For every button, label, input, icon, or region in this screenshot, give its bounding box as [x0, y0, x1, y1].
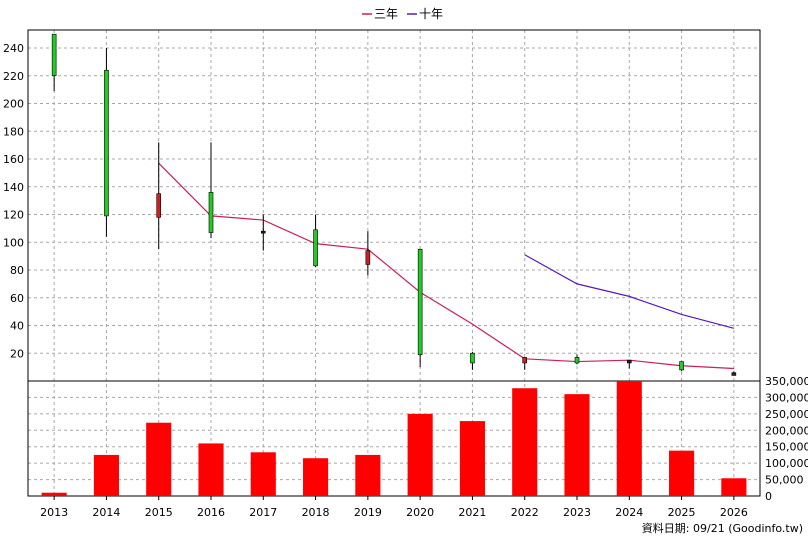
price-tick-label: 240	[3, 42, 24, 55]
candle-body	[626, 359, 632, 364]
price-tick-label: 60	[10, 292, 24, 305]
volume-bar	[250, 452, 276, 496]
price-tick-label: 160	[3, 153, 24, 166]
x-tick-label: 2020	[406, 506, 434, 519]
price-tick-label: 140	[3, 181, 24, 194]
volume-bar	[93, 454, 119, 496]
candle-body	[156, 193, 162, 218]
candles	[51, 33, 737, 376]
volume-bar	[459, 421, 485, 496]
x-tick-label: 2017	[249, 506, 277, 519]
legend: 三年 十年	[362, 7, 443, 21]
x-tick-label: 2025	[668, 506, 696, 519]
x-tick-label: 2013	[40, 506, 68, 519]
volume-tick-label: 250,000	[765, 408, 808, 421]
price-tick-label: 100	[3, 236, 24, 249]
x-tick-label: 2021	[458, 506, 486, 519]
candle-body	[574, 357, 580, 364]
volume-tick-label: 200,000	[765, 424, 808, 437]
volume-bar	[721, 478, 747, 496]
x-tick-label: 2019	[354, 506, 382, 519]
price-tick-label: 20	[10, 347, 24, 360]
x-tick-label: 2023	[563, 506, 591, 519]
candle-body	[417, 248, 423, 355]
candle-body	[260, 230, 266, 234]
volume-bar	[564, 394, 590, 496]
volume-tick-label: 0	[765, 490, 772, 503]
moving-average-lines	[158, 162, 735, 370]
volume-bar	[616, 381, 642, 496]
x-tick-label: 2026	[720, 506, 748, 519]
volume-bars	[41, 381, 747, 496]
price-tick-label: 120	[3, 209, 24, 222]
candle-body	[679, 361, 684, 371]
volume-bar	[669, 450, 695, 496]
candle-body	[522, 357, 528, 364]
candle-body	[51, 33, 57, 77]
volume-axis: 0 50,000 100,000 150,000 200,000 250,000 300,0…	[765, 375, 808, 503]
price-tick-label: 40	[10, 320, 24, 333]
volume-bar	[407, 413, 433, 496]
legend-label-ten-year: 十年	[419, 7, 443, 21]
volume-bar	[198, 443, 224, 496]
volume-tick-label: 350,000	[765, 375, 808, 388]
x-tick-label: 2018	[302, 506, 330, 519]
volume-bar	[303, 458, 329, 496]
volume-bar	[41, 492, 67, 496]
price-tick-label: 80	[10, 264, 24, 277]
x-tick-label: 2016	[197, 506, 225, 519]
price-tick-label: 180	[3, 125, 24, 138]
x-tick-label: 2024	[615, 506, 643, 519]
volume-tick-label: 150,000	[765, 441, 808, 454]
volume-bar	[355, 454, 381, 496]
candle-body	[731, 372, 737, 376]
x-axis: 2013 2014 2015 2016 2017 2018 2019 2020 2021 2022…	[40, 496, 748, 519]
x-tick-label: 2022	[511, 506, 539, 519]
candle-body	[470, 352, 475, 364]
series-line-三年	[158, 162, 734, 370]
price-axis: 20 40 60 80 100 120 140 160 180 200 220 240	[3, 42, 24, 360]
candle-body	[365, 250, 371, 265]
volume-tick-label: 100,000	[765, 457, 808, 470]
volume-tick-label: 300,000	[765, 391, 808, 404]
x-tick-label: 2014	[92, 506, 120, 519]
x-tick-label: 2015	[145, 506, 173, 519]
volume-bar	[146, 422, 172, 496]
volume-bar	[512, 388, 538, 496]
price-tick-label: 200	[3, 98, 24, 111]
legend-label-three-year: 三年	[374, 7, 398, 21]
candle-body	[313, 229, 318, 267]
price-tick-label: 220	[3, 70, 24, 83]
plot-frames	[27, 29, 761, 497]
candle-body	[208, 192, 214, 233]
series-line-十年	[524, 254, 735, 329]
footer-data-date: 資料日期: 09/21 (Goodinfo.tw)	[642, 521, 803, 535]
volume-tick-label: 50,000	[765, 474, 804, 487]
volume-panel-frame	[27, 380, 761, 497]
candle-body	[104, 69, 109, 217]
